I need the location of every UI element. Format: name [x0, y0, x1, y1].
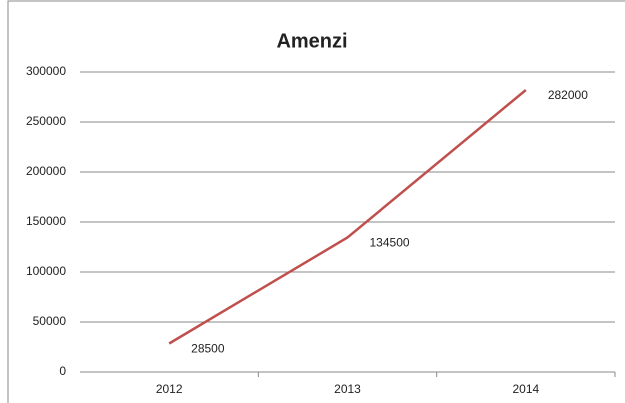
data-label: 28500: [191, 342, 225, 356]
y-tick-label: 300000: [26, 64, 66, 78]
y-tick-label: 200000: [26, 164, 66, 178]
x-tick-label: 2013: [334, 382, 361, 396]
y-tick-label: 150000: [26, 214, 66, 228]
line-series: [168, 89, 527, 345]
y-tick-label: 0: [59, 364, 66, 378]
chart-title: Amenzi: [276, 30, 347, 52]
chart-border: [7, 0, 625, 403]
data-label: 134500: [370, 236, 410, 250]
x-tick-label: 2012: [156, 382, 183, 396]
y-tick-label: 50000: [33, 314, 67, 328]
y-tick-label: 100000: [26, 264, 66, 278]
data-label: 282000: [548, 88, 588, 102]
y-tick-label: 250000: [26, 114, 66, 128]
x-tick-label: 2014: [512, 382, 539, 396]
